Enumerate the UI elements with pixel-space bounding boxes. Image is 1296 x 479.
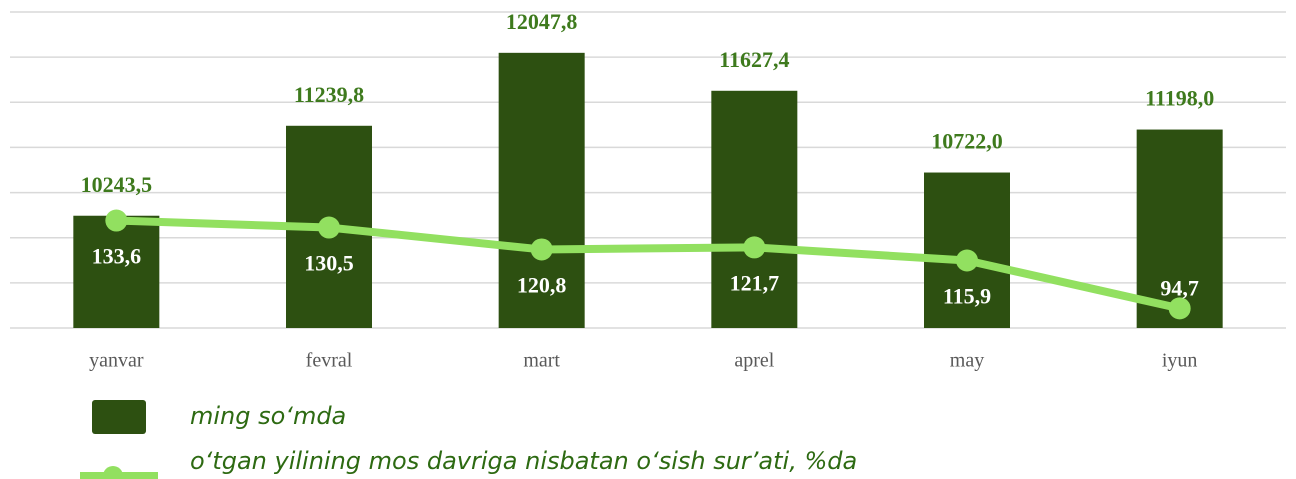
line-point (318, 216, 340, 239)
bar-value-label: 12047,8 (506, 9, 578, 34)
x-tick-label: fevral (306, 350, 353, 372)
bar-value-label: 11239,8 (294, 82, 364, 107)
bar-value-label: 11198,0 (1145, 86, 1214, 111)
legend-swatch (92, 400, 146, 434)
line (116, 216, 1181, 313)
line-point (1168, 297, 1191, 320)
bar (498, 52, 585, 328)
line-point (530, 238, 553, 261)
x-tick-label: aprel (734, 350, 774, 372)
bar-value-label: 11627,4 (719, 47, 789, 72)
legend-swatch-point (103, 466, 123, 479)
x-tick-label: yanvar (89, 350, 144, 372)
legend-label: o‘tgan yilining mos davriga nisbatan o‘s… (190, 447, 857, 475)
bar-value-label: 10722,0 (931, 129, 1003, 154)
bar-value-label: 10243,5 (81, 172, 153, 197)
line-point (956, 249, 978, 272)
bar (711, 90, 798, 328)
line-value-label: 115,9 (943, 284, 991, 309)
line-point (105, 209, 128, 232)
bar (1136, 129, 1223, 328)
x-tick-label: iyun (1162, 350, 1198, 372)
x-tick-label: mart (523, 350, 560, 372)
line-value-label: 130,5 (304, 251, 354, 276)
line-value-label: 121,7 (730, 270, 780, 295)
line-value-label: 133,6 (92, 244, 142, 269)
line-value-label: 120,8 (517, 272, 567, 297)
x-tick-label: may (950, 350, 984, 372)
line-value-label: 94,7 (1160, 275, 1199, 300)
bar (73, 215, 160, 328)
line-point (743, 236, 766, 259)
legend-label: ming so‘mda (190, 402, 346, 430)
